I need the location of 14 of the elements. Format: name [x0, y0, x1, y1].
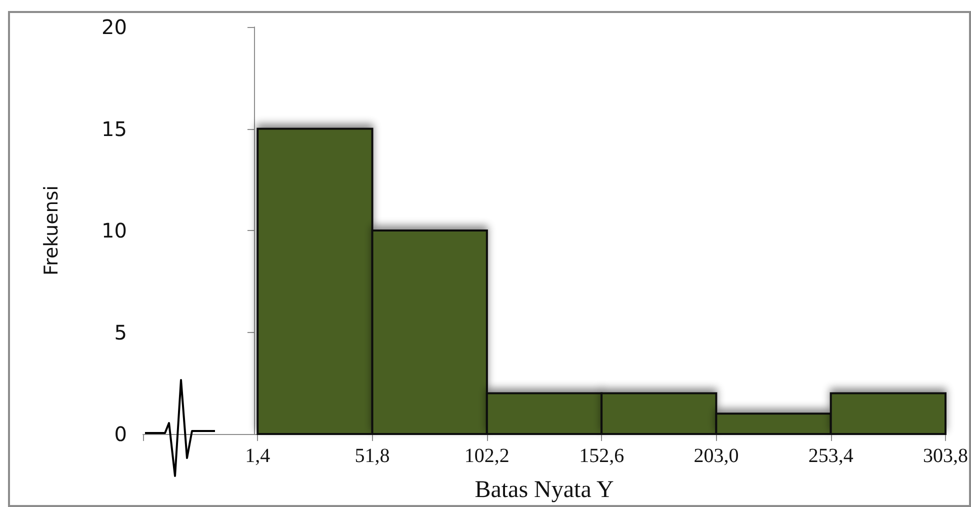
x-tick-label: 253,4: [808, 445, 854, 467]
y-tick-label: 5: [114, 320, 127, 344]
x-tick-label: 203,0: [694, 445, 739, 467]
x-tick-label: 303,8: [923, 445, 968, 467]
y-tick-label: 10: [102, 218, 127, 242]
x-tick-label: 51,8: [354, 445, 390, 467]
y-tick-label: 15: [102, 116, 127, 141]
y-tick-label: 20: [102, 15, 127, 39]
x-tick-label: 102,2: [464, 445, 510, 467]
x-tick-label: 152,6: [579, 445, 624, 467]
x-axis-title: Batas Nyata Y: [474, 477, 614, 503]
x-tick-label: 1,4: [245, 445, 270, 467]
y-axis-title: Frekuensi: [40, 186, 62, 276]
y-tick-label: 0: [114, 422, 127, 446]
